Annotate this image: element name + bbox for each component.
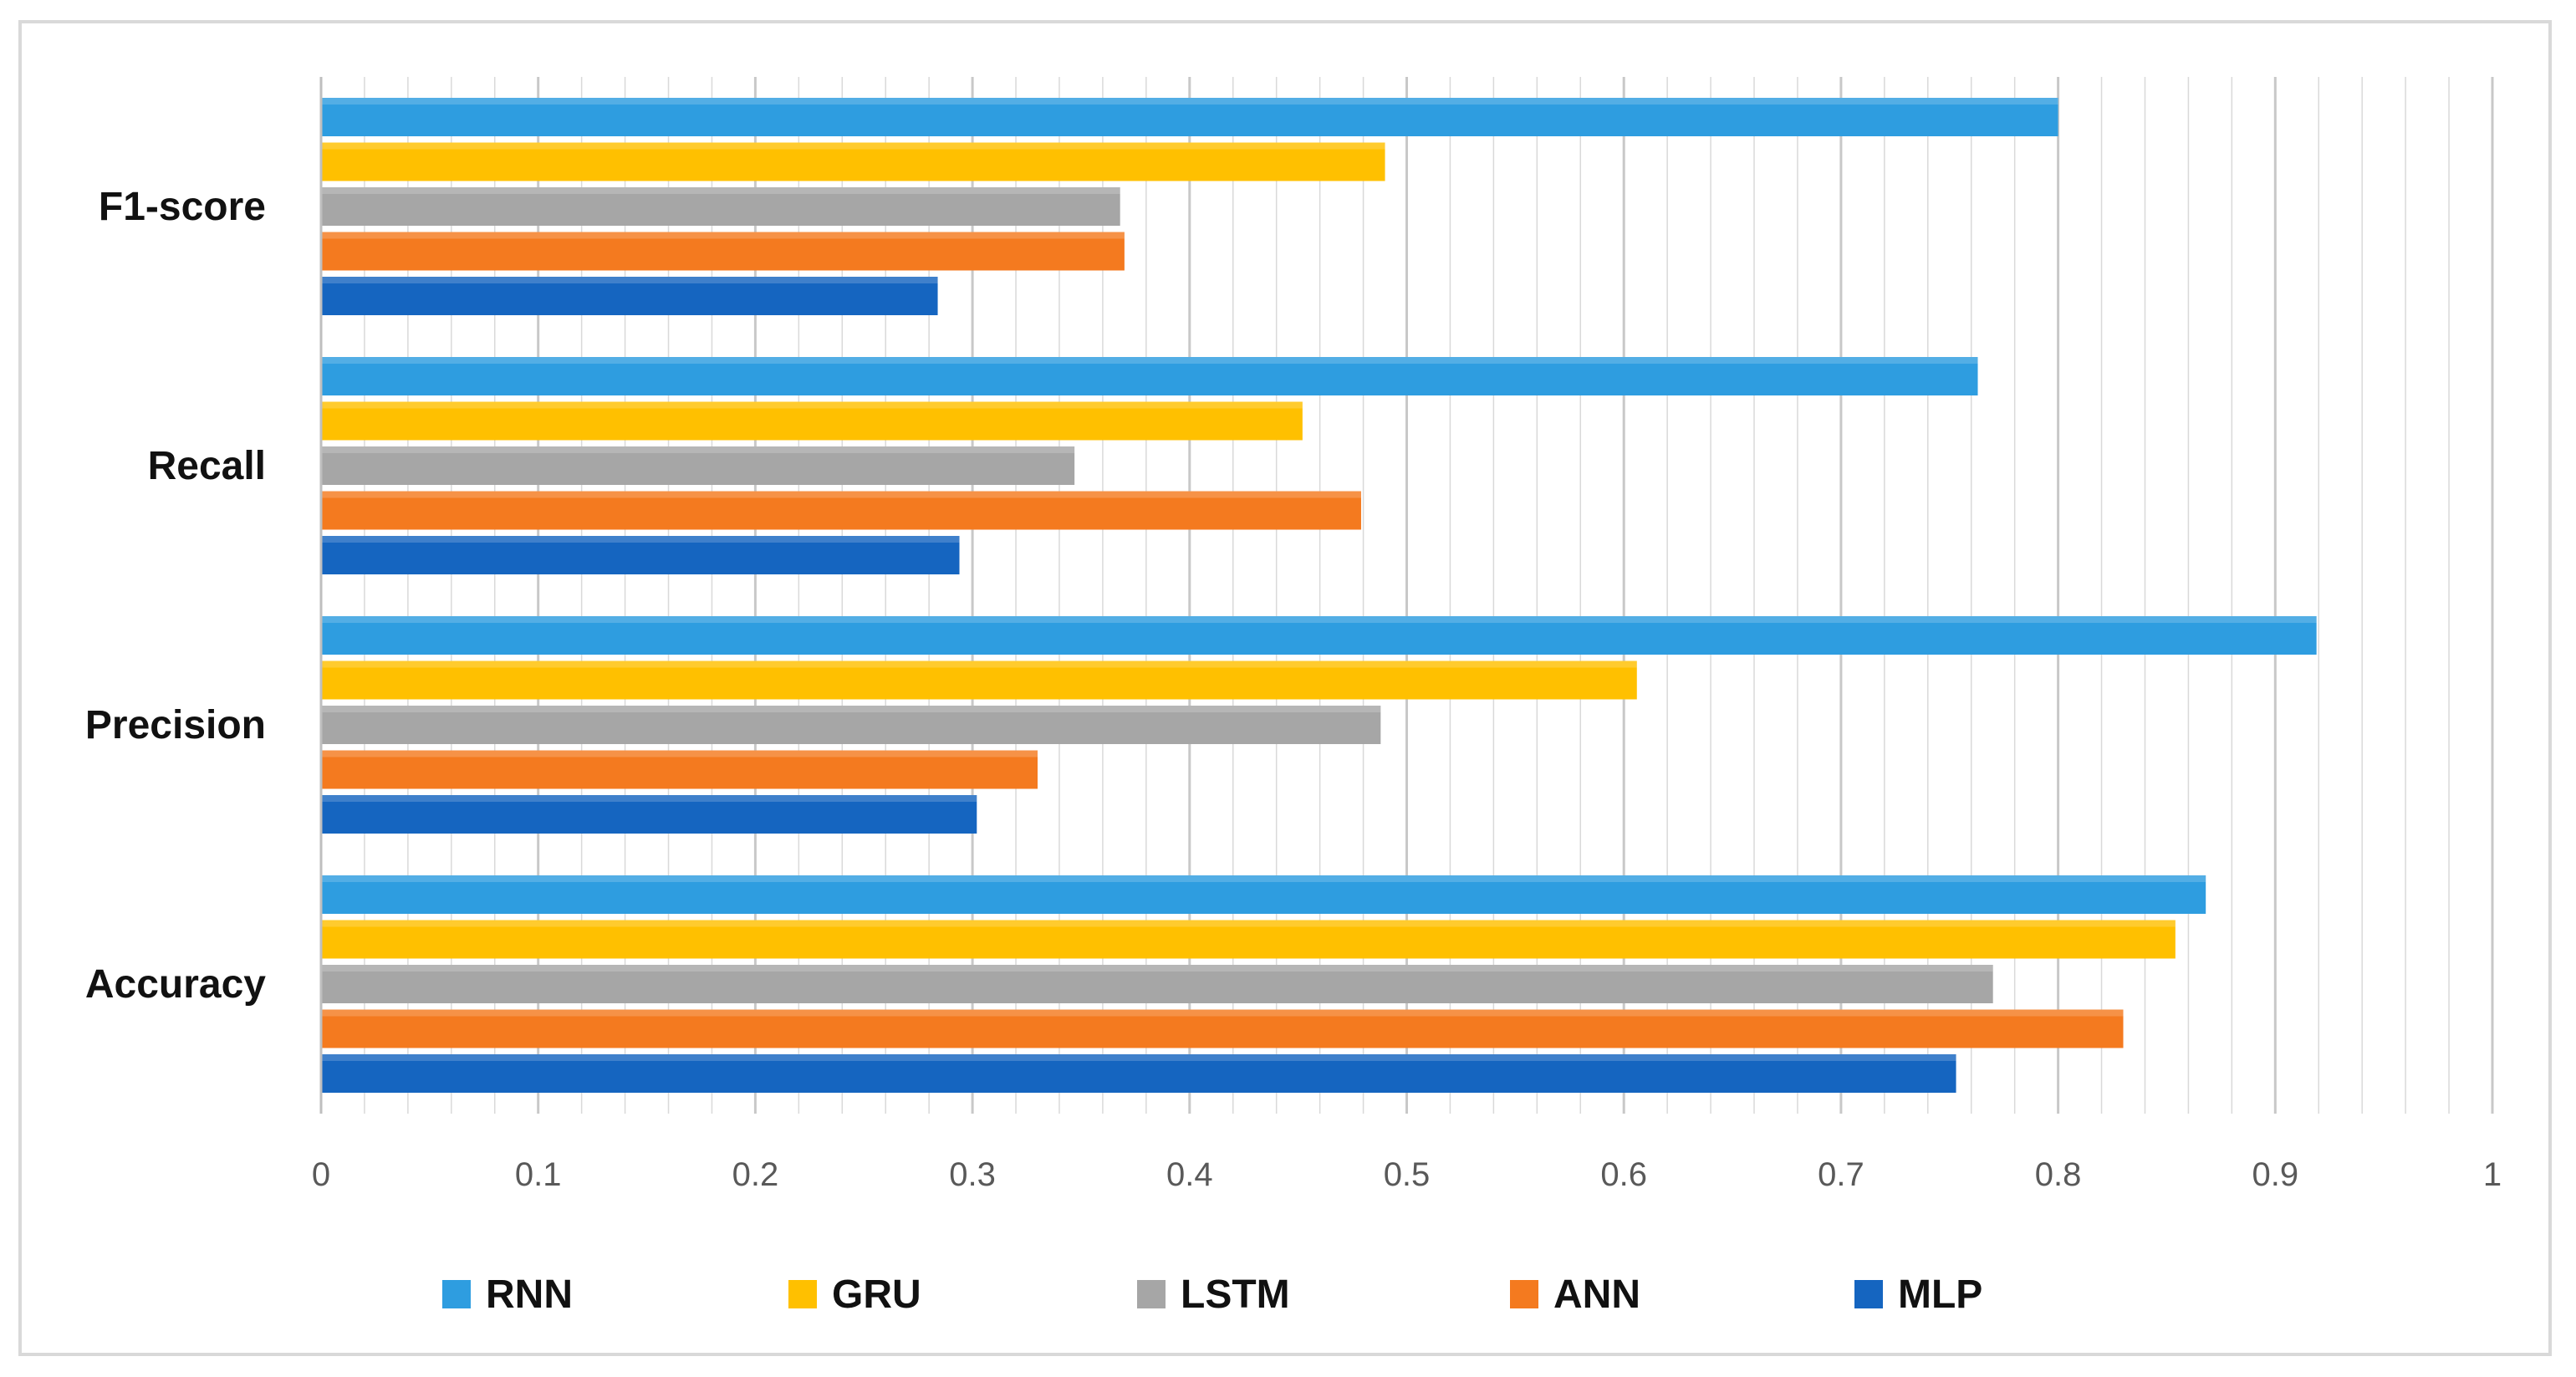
bar-highlight	[321, 187, 1120, 194]
x-tick-label: 0.4	[1166, 1156, 1213, 1193]
bar-highlight	[321, 446, 1075, 453]
legend-swatch	[1137, 1280, 1166, 1308]
bar-rnn-precision	[321, 616, 2317, 655]
legend-label: LSTM	[1181, 1272, 1290, 1317]
category-label: Recall	[148, 444, 266, 488]
bar-highlight	[321, 920, 2176, 927]
x-tick-label: 0.7	[1818, 1156, 1864, 1193]
bar-highlight	[321, 401, 1303, 409]
legend-label: MLP	[1898, 1272, 1982, 1317]
bar-gru-accuracy	[321, 920, 2176, 959]
bar-highlight	[321, 660, 1637, 668]
x-tick-label: 0	[312, 1156, 330, 1193]
bar-mlp-accuracy	[321, 1054, 1956, 1093]
bar-highlight	[321, 1009, 2124, 1017]
bar-highlight	[321, 536, 960, 543]
bar-mlp-recall	[321, 536, 960, 574]
bar-mlp-f1-score	[321, 277, 938, 315]
bar-ann-recall	[321, 491, 1361, 530]
bar-ann-precision	[321, 750, 1038, 789]
bar-highlight	[321, 277, 938, 283]
bar-ann-accuracy	[321, 1009, 2124, 1048]
legend-swatch	[788, 1280, 817, 1308]
x-tick-labels: 0 0.1 0.2 0.3 0.4 0.5 0.6 0.7 0.8 0.9 1	[312, 1156, 2502, 1193]
bar-mlp-precision	[321, 795, 977, 834]
bar-lstm-precision	[321, 706, 1381, 744]
legend: RNN GRU LSTM ANN MLP	[442, 1272, 1982, 1317]
bar-rnn-accuracy	[321, 875, 2206, 914]
bar-lstm-f1-score	[321, 187, 1120, 226]
legend-item-lstm: LSTM	[1137, 1272, 1290, 1317]
legend-item-ann: ANN	[1510, 1272, 1640, 1317]
bar-highlight	[321, 142, 1385, 150]
bar-gru-f1-score	[321, 142, 1385, 181]
legend-item-gru: GRU	[788, 1272, 921, 1317]
legend-item-mlp: MLP	[1854, 1272, 1982, 1317]
bar-highlight	[321, 750, 1038, 757]
category-label: F1-score	[99, 185, 266, 229]
bar-highlight	[321, 232, 1125, 239]
x-tick-label: 0.8	[2035, 1156, 2082, 1193]
bar-highlight	[321, 616, 2317, 623]
legend-swatch	[442, 1280, 471, 1308]
bar-highlight	[321, 875, 2206, 882]
x-tick-label: 1	[2483, 1156, 2502, 1193]
x-tick-label: 0.2	[732, 1156, 779, 1193]
legend-label: RNN	[486, 1272, 573, 1317]
bar-highlight	[321, 965, 1993, 972]
bar-highlight	[321, 98, 2058, 105]
bar-lstm-accuracy	[321, 965, 1993, 1003]
x-tick-label: 0.9	[2252, 1156, 2298, 1193]
legend-label: GRU	[832, 1272, 921, 1317]
legend-label: ANN	[1553, 1272, 1640, 1317]
bar-rnn-recall	[321, 357, 1978, 395]
x-tick-label: 0.3	[949, 1156, 996, 1193]
bar-highlight	[321, 491, 1361, 498]
bar-gru-precision	[321, 660, 1637, 700]
bar-ann-f1-score	[321, 232, 1125, 271]
category-labels: Accuracy Precision Recall F1-score	[85, 185, 266, 1007]
legend-item-rnn: RNN	[442, 1272, 573, 1317]
bar-lstm-recall	[321, 446, 1075, 485]
x-tick-label: 0.6	[1600, 1156, 1647, 1193]
bar-highlight	[321, 1054, 1956, 1061]
x-tick-label: 0.5	[1384, 1156, 1431, 1193]
bar-rnn-f1-score	[321, 98, 2058, 136]
category-label: Accuracy	[85, 962, 266, 1007]
x-tick-label: 0.1	[515, 1156, 562, 1193]
category-label: Precision	[85, 703, 266, 747]
legend-swatch	[1510, 1280, 1538, 1308]
bar-highlight	[321, 357, 1978, 364]
bar-gru-recall	[321, 401, 1303, 441]
bar-highlight	[321, 706, 1381, 712]
bar-highlight	[321, 795, 977, 802]
bars	[321, 98, 2317, 1093]
legend-swatch	[1854, 1280, 1883, 1308]
